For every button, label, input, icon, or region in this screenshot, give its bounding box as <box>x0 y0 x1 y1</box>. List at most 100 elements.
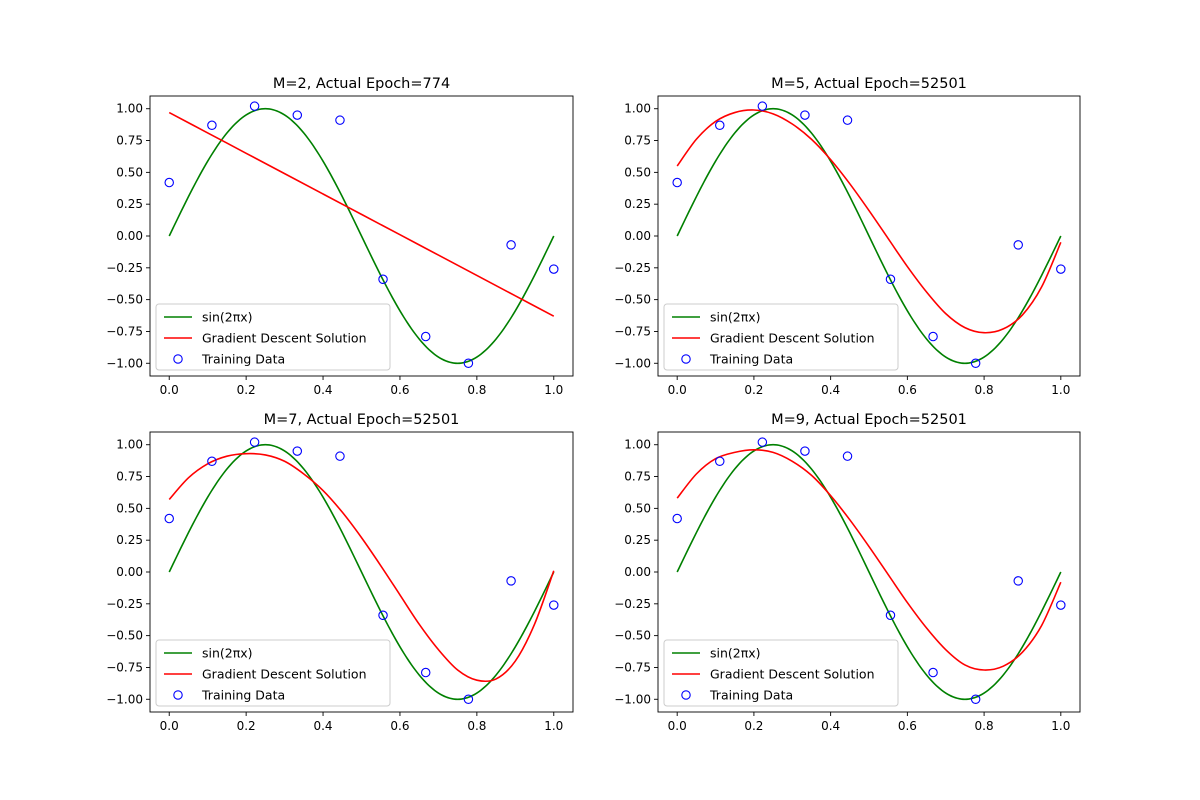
x-tick-label: 0.6 <box>390 719 409 733</box>
training-point <box>249 101 260 111</box>
y-tick-label: −1.00 <box>614 356 651 370</box>
y-tick-label: −0.50 <box>614 629 651 643</box>
legend-box <box>155 639 391 707</box>
training-point <box>378 610 388 621</box>
training-point <box>970 358 981 369</box>
training-point <box>506 576 516 586</box>
x-tick-label: 1.0 <box>544 719 563 733</box>
legend-entry-fit-curve-label: Gradient Descent Solution <box>710 331 875 346</box>
x-tick-label: 0.6 <box>390 383 409 397</box>
legend-entry-training-data-label: Training Data <box>709 688 793 703</box>
training-point <box>757 437 768 447</box>
training-point <box>928 667 938 678</box>
y-tick-label: −0.75 <box>614 660 651 674</box>
y-tick-label: 0.50 <box>624 165 651 179</box>
x-tick-label: 0.2 <box>744 719 763 733</box>
y-tick-label: −0.50 <box>614 293 651 307</box>
subplot-title: M=9, Actual Epoch=52501 <box>771 412 967 428</box>
y-tick-label: −1.00 <box>106 356 143 370</box>
training-point <box>672 177 682 188</box>
y-tick-label: 0.75 <box>624 470 651 484</box>
plot-area <box>164 437 559 705</box>
training-point <box>463 694 474 705</box>
training-point <box>292 446 303 456</box>
legend-entry-fit-curve-label: Gradient Descent Solution <box>202 667 367 682</box>
training-point <box>506 240 516 250</box>
legend-entry-true-curve-label: sin(2πx) <box>202 646 253 661</box>
series-true-curve <box>168 443 555 701</box>
y-tick-label: 0.25 <box>624 533 651 547</box>
y-tick-label: −0.25 <box>614 261 651 275</box>
training-point <box>207 120 217 131</box>
training-point <box>463 358 474 369</box>
training-point <box>1013 576 1023 586</box>
legend-entry-training-data-label: Training Data <box>709 352 793 367</box>
axes-frame <box>149 95 574 377</box>
training-point <box>1056 600 1066 610</box>
x-tick-label: 0.4 <box>821 383 840 397</box>
training-point <box>378 274 388 285</box>
training-point <box>885 610 896 621</box>
x-tick-label: 0.2 <box>237 719 256 733</box>
legend-box <box>155 303 391 371</box>
x-tick-label: 0.0 <box>668 719 687 733</box>
x-tick-label: 0.6 <box>898 719 917 733</box>
training-point <box>164 177 174 188</box>
x-tick-label: 0.0 <box>668 383 687 397</box>
training-point <box>335 451 345 461</box>
legend: sin(2πx) Gradient Descent Solution Trainin… <box>663 639 899 707</box>
training-point <box>842 451 853 461</box>
y-tick-label: 1.00 <box>116 102 143 116</box>
x-tick-label: 0.8 <box>975 719 994 733</box>
series-true-curve <box>676 443 1062 701</box>
training-point <box>800 110 810 120</box>
x-tick-label: 0.4 <box>821 719 840 733</box>
series-true-curve <box>676 107 1062 365</box>
training-point <box>842 115 853 125</box>
y-tick-label: 0.75 <box>624 134 651 148</box>
training-point <box>207 456 217 467</box>
y-tick-label: 0.00 <box>116 565 143 579</box>
series-fit-curve <box>168 452 555 683</box>
training-point <box>292 110 303 120</box>
y-tick-label: 0.25 <box>624 197 651 211</box>
axes-frame <box>657 431 1081 713</box>
training-point <box>885 274 896 285</box>
x-tick-label: 0.4 <box>313 383 332 397</box>
plot-area <box>672 437 1066 705</box>
training-point <box>164 513 174 524</box>
x-tick-label: 0.8 <box>975 383 994 397</box>
x-tick-label: 0.0 <box>160 383 179 397</box>
legend-entry-fit-curve-label: Gradient Descent Solution <box>202 331 367 346</box>
y-tick-label: −0.25 <box>106 597 143 611</box>
subplot-title: M=7, Actual Epoch=52501 <box>264 412 460 428</box>
y-tick-label: 0.50 <box>116 165 143 179</box>
y-tick-label: 0.50 <box>116 501 143 515</box>
legend-entry-fit-curve-label: Gradient Descent Solution <box>710 667 875 682</box>
legend-entry-training-data-label: Training Data <box>201 352 285 367</box>
y-tick-label: 1.00 <box>624 438 651 452</box>
x-tick-label: 0.6 <box>898 383 917 397</box>
y-tick-label: 0.00 <box>624 565 651 579</box>
y-tick-label: −0.75 <box>614 324 651 338</box>
x-tick-label: 0.8 <box>467 719 486 733</box>
training-point <box>715 120 725 131</box>
axes-frame <box>657 95 1081 377</box>
y-tick-label: 0.25 <box>116 197 143 211</box>
training-point <box>249 437 260 447</box>
subplot-3: M=7, Actual Epoch=52501 0.0 0.2 0.4 0.6 0.8 1.… <box>106 412 574 733</box>
x-tick-label: 0.0 <box>160 719 179 733</box>
y-tick-label: −0.75 <box>106 324 143 338</box>
legend-box <box>663 639 899 707</box>
x-tick-label: 1.0 <box>1051 383 1070 397</box>
x-tick-label: 1.0 <box>544 383 563 397</box>
legend-entry-training-data-label: Training Data <box>201 688 285 703</box>
training-point <box>800 446 810 456</box>
legend: sin(2πx) Gradient Descent Solution Trainin… <box>155 303 391 371</box>
x-tick-label: 1.0 <box>1051 719 1070 733</box>
training-point <box>928 331 938 342</box>
subplot-4: M=9, Actual Epoch=52501 0.0 0.2 0.4 0.6 0.8 1.… <box>614 412 1081 733</box>
y-tick-label: 1.00 <box>116 438 143 452</box>
y-tick-label: −0.75 <box>106 660 143 674</box>
